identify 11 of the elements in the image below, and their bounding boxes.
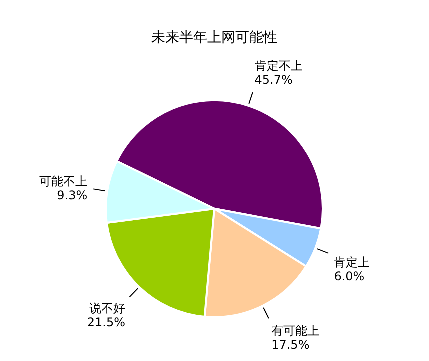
slice-label: 肯定上 [334,256,370,270]
data-label: 6.0% [334,270,365,284]
slice-label: 可能不上 [40,174,88,188]
slice-label: 肯定不上 [254,58,303,73]
slice-label: 有可能上 [272,324,320,338]
data-label: 9.3% [57,188,88,202]
data-label: 45.7% [254,72,293,87]
chart-title: 未来半年上网可能性 [152,30,278,46]
data-label: 17.5% [272,338,310,352]
slice-label: 说不好 [90,302,126,316]
data-label: 21.5% [87,316,126,330]
